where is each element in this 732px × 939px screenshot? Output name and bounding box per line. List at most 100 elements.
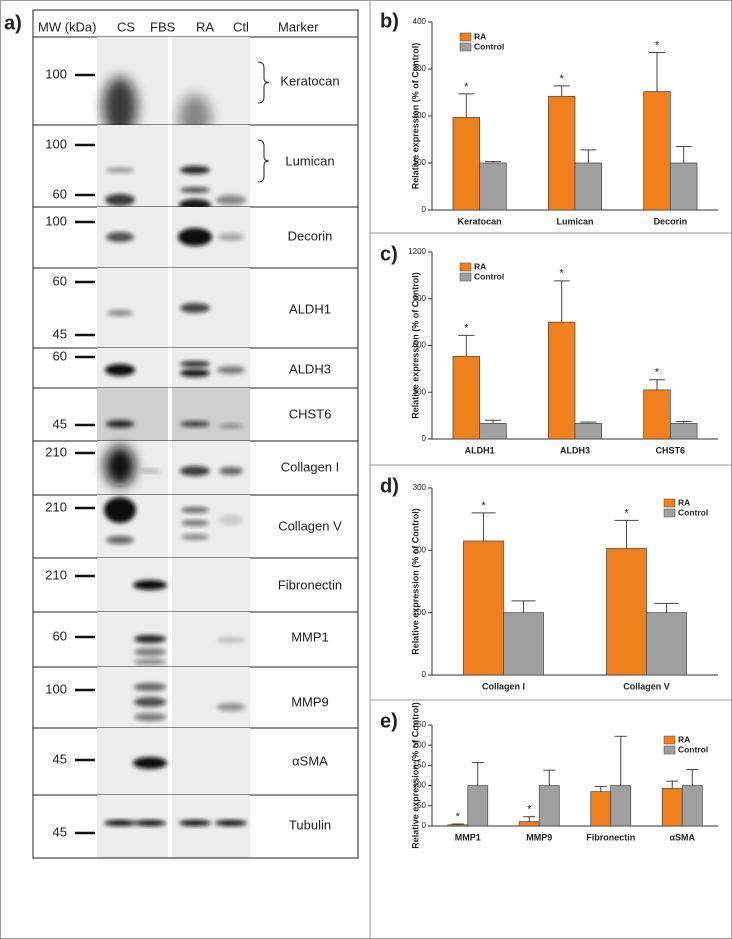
marker-label: Fibronectin <box>278 577 342 592</box>
error-bar <box>511 600 536 613</box>
x-tick-label: Fibronectin <box>586 832 635 842</box>
band <box>180 361 210 367</box>
lane-header: FBS <box>150 19 176 34</box>
band <box>106 167 134 173</box>
lane-gap <box>168 37 172 125</box>
error-bar <box>686 768 699 786</box>
mw-label: 60 <box>53 186 67 201</box>
mw-label: 210 <box>45 499 67 514</box>
bar <box>479 162 507 211</box>
x-tick-label: Keratocan <box>458 216 502 226</box>
band <box>180 421 210 427</box>
marker-label: ALDH3 <box>289 361 331 376</box>
error-bar <box>614 519 639 549</box>
panel-label: a) <box>4 12 22 34</box>
legend-swatch <box>663 508 676 518</box>
band <box>134 659 166 665</box>
lane-gap <box>168 495 172 558</box>
legend-swatch <box>459 32 472 42</box>
band <box>103 77 137 137</box>
marker-label: Keratocan <box>280 73 339 88</box>
band <box>107 310 133 316</box>
error-bar <box>666 780 679 789</box>
band <box>219 423 243 429</box>
charts: b)Relative expression (% of Control)0100… <box>380 10 718 849</box>
band <box>219 515 243 525</box>
y-tick-label: 0 <box>422 821 427 830</box>
bar <box>547 95 576 211</box>
y-tick-label: 150 <box>413 761 427 770</box>
y-tick-label: 300 <box>413 64 427 73</box>
band <box>134 697 166 707</box>
bar <box>463 540 504 676</box>
marker-label: MMP9 <box>291 694 329 709</box>
band <box>181 534 209 540</box>
lane-gap <box>168 558 172 612</box>
bar <box>606 548 647 676</box>
mw-label: 45 <box>53 824 67 839</box>
error-bar <box>485 161 502 163</box>
bar <box>518 821 540 827</box>
y-tick-label: 600 <box>413 341 427 350</box>
band <box>218 233 244 241</box>
lane-header: MW (kDa) <box>38 19 97 34</box>
band <box>180 166 210 174</box>
bracket <box>257 61 270 104</box>
x-tick-label: ALDH1 <box>465 445 495 455</box>
band <box>134 635 166 643</box>
legend-label: RA <box>678 497 690 507</box>
error-bar <box>553 85 570 97</box>
blot-strip <box>97 268 250 348</box>
x-tick-label: αSMA <box>669 832 695 842</box>
bar <box>646 612 687 676</box>
error-bar <box>675 146 692 163</box>
lane-gap <box>168 388 172 441</box>
x-tick-label: MMP1 <box>455 832 481 842</box>
y-axis-title: Relative expression (% of Control) <box>410 43 420 190</box>
y-axis-title: Relative expression (% of Control) <box>410 702 420 849</box>
bar <box>467 785 489 827</box>
blot-strip <box>97 728 250 795</box>
lane-gap <box>168 795 172 858</box>
band <box>106 536 134 544</box>
mw-label: 100 <box>45 681 67 696</box>
marker-label: Collagen I <box>281 459 340 474</box>
band <box>180 466 210 476</box>
legend-label: RA <box>678 734 690 744</box>
band <box>134 683 166 691</box>
panel-label: d) <box>380 475 399 497</box>
marker-label: ALDH1 <box>289 301 331 316</box>
bar <box>452 117 481 211</box>
y-tick-label: 50 <box>417 801 426 810</box>
mw-label: 210 <box>45 444 67 459</box>
legend-label: RA <box>474 31 486 41</box>
band <box>133 580 167 590</box>
y-tick-label: 0 <box>422 434 427 443</box>
error-bar <box>648 52 665 92</box>
band <box>181 520 209 526</box>
error-bar <box>648 379 665 390</box>
y-tick-label: 300 <box>413 483 427 492</box>
x-tick-label: Decorin <box>654 216 688 226</box>
blot-strip <box>97 558 250 612</box>
blot-strip <box>97 795 250 858</box>
mw-label: 100 <box>45 213 67 228</box>
y-tick-label: 400 <box>413 17 427 26</box>
error-bar <box>451 823 464 825</box>
band <box>134 713 166 721</box>
bar <box>669 162 698 211</box>
error-bar <box>458 334 475 357</box>
marker-label: Lumican <box>285 153 334 168</box>
lane-header: CS <box>117 19 135 34</box>
mw-label: 210 <box>45 567 67 582</box>
band <box>134 820 166 826</box>
lane-gap <box>168 348 172 388</box>
band <box>217 366 245 374</box>
bar <box>669 423 698 440</box>
marker-label: Decorin <box>288 228 333 243</box>
significance: * <box>655 367 660 379</box>
lane-gap <box>168 268 172 348</box>
x-tick-label: ALDH3 <box>560 445 590 455</box>
band <box>217 637 245 643</box>
y-tick-label: 100 <box>413 608 427 617</box>
